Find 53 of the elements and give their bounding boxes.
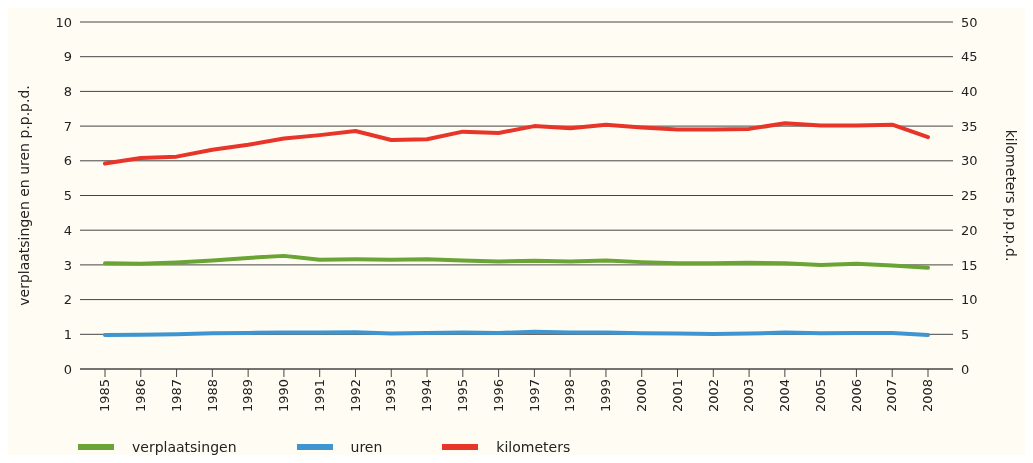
y-tick-label: 2 (63, 292, 72, 308)
y-tick-label: 6 (63, 153, 72, 169)
y-tick-label: 1 (63, 326, 72, 342)
y-tick-label: 8 (63, 84, 72, 100)
legend-label: verplaatsingen (132, 439, 237, 455)
x-tick-label: 1991 (311, 379, 327, 413)
legend-label: kilometers (496, 439, 571, 455)
y-tick-label: 0 (63, 361, 72, 377)
x-tick-label: 2004 (777, 379, 793, 413)
x-tick-label: 2000 (633, 379, 649, 413)
x-tick-label: 1999 (598, 379, 614, 413)
x-tick-label: 2006 (848, 379, 864, 413)
x-tick-label: 1992 (347, 379, 363, 413)
y-axis-title: verplaatsingen en uren p.p.p.d. (15, 85, 32, 306)
x-tick-label: 1996 (490, 379, 506, 413)
x-tick-label: 1988 (204, 379, 220, 413)
line-series (103, 253, 930, 270)
x-tick-label: 1995 (455, 379, 471, 413)
x-tick-label: 2008 (920, 379, 936, 413)
y2-tick-label: 50 (961, 14, 978, 30)
y2-tick-label: 5 (961, 326, 970, 342)
x-tick-label: 1993 (383, 379, 399, 413)
y-tick-label: 9 (63, 49, 72, 65)
y-tick-label: 5 (63, 188, 72, 204)
y2-tick-label: 20 (961, 222, 978, 238)
y-tick-label: 10 (55, 14, 72, 30)
x-tick-label: 1985 (97, 379, 113, 413)
y2-tick-label: 15 (961, 257, 978, 273)
x-tick-label: 1986 (133, 379, 149, 413)
x-tick-label: 2003 (741, 379, 757, 413)
legend-label: uren (350, 439, 383, 455)
y2-axis-title: kilometers p.p.p.d. (1003, 129, 1020, 262)
y-tick-label: 4 (63, 222, 72, 238)
y2-tick-label: 0 (961, 361, 970, 377)
x-tick-label: 1998 (562, 379, 578, 413)
y2-tick-label: 35 (961, 118, 978, 134)
x-tick-label: 1987 (168, 379, 184, 413)
x-tick-label: 1994 (419, 379, 435, 413)
line-series (103, 121, 930, 166)
y2-tick-label: 25 (961, 188, 978, 204)
x-tick-label: 1997 (526, 379, 542, 413)
y2-tick-label: 45 (961, 49, 978, 65)
x-tick-label: 1989 (240, 379, 256, 413)
y2-tick-label: 30 (961, 153, 978, 169)
y-tick-label: 7 (63, 118, 72, 134)
x-tick-label: 2005 (812, 379, 828, 413)
x-tick-label: 2001 (669, 379, 685, 413)
x-tick-label: 2007 (884, 379, 900, 413)
y2-tick-label: 40 (961, 84, 978, 100)
x-tick-label: 2002 (705, 379, 721, 413)
y-tick-label: 3 (63, 257, 72, 273)
y2-tick-label: 10 (961, 292, 978, 308)
x-tick-label: 1990 (276, 379, 292, 413)
